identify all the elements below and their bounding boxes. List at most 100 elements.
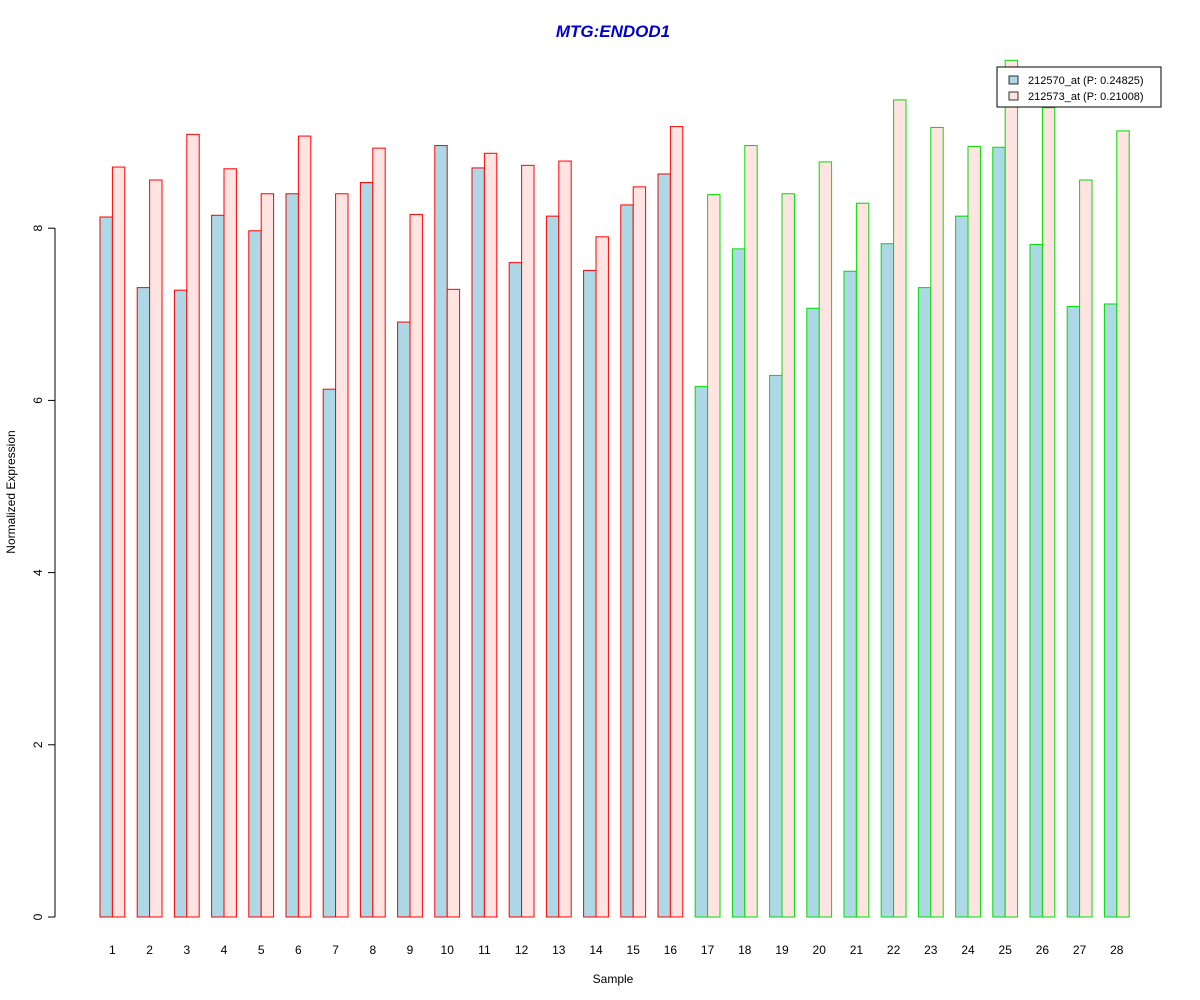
- legend: 212570_at (P: 0.24825) 212573_at (P: 0.2…: [996, 66, 1162, 108]
- x-tick-label-4: 4: [221, 943, 228, 957]
- bar-212570-at-sample-8: [359, 182, 374, 918]
- x-tick-label-27: 27: [1073, 943, 1087, 957]
- bar-212570-at-sample-24: [955, 215, 969, 918]
- bar-212573-at-sample-12: [521, 164, 535, 918]
- x-tick-label-3: 3: [183, 943, 190, 957]
- x-tick-label-21: 21: [850, 943, 864, 957]
- x-tick-label-16: 16: [664, 943, 678, 957]
- y-tick-label: 8: [31, 225, 45, 232]
- bar-212573-at-sample-27: [1079, 179, 1093, 918]
- bar-212573-at-sample-24: [967, 145, 981, 918]
- x-tick-label-6: 6: [295, 943, 302, 957]
- bar-212573-at-sample-9: [409, 213, 423, 918]
- bar-212573-at-sample-5: [260, 193, 275, 918]
- x-tick-label-26: 26: [1036, 943, 1050, 957]
- chart-title: MTG:ENDOD1: [556, 22, 670, 41]
- x-tick-label-28: 28: [1110, 943, 1124, 957]
- bar-212573-at-sample-2: [149, 179, 163, 918]
- y-axis-label: Normalized Expression: [4, 430, 18, 553]
- bar-212570-at-sample-18: [731, 248, 746, 918]
- x-tick-label-5: 5: [258, 943, 265, 957]
- x-tick-label-19: 19: [775, 943, 789, 957]
- x-tick-label-14: 14: [589, 943, 603, 957]
- x-tick-label-11: 11: [478, 943, 491, 957]
- bar-212570-at-sample-14: [583, 269, 597, 918]
- bar-212570-at-sample-25: [992, 146, 1006, 918]
- bar-212573-at-sample-26: [1041, 107, 1056, 918]
- x-tick-label-13: 13: [552, 943, 566, 957]
- x-tick-label-7: 7: [332, 943, 339, 957]
- x-tick-label-12: 12: [515, 943, 529, 957]
- legend-swatch-series-1: [1008, 75, 1019, 85]
- x-tick-label-25: 25: [999, 943, 1013, 957]
- bar-212573-at-sample-3: [186, 133, 200, 918]
- bar-212570-at-sample-16: [657, 173, 671, 918]
- x-tick-label-8: 8: [369, 943, 376, 957]
- bar-212573-at-sample-10: [446, 288, 461, 918]
- bar-212570-at-sample-2: [136, 287, 151, 918]
- bar-212573-at-sample-25: [1004, 59, 1019, 918]
- bar-212573-at-sample-17: [707, 194, 721, 918]
- legend-label-series-2: 212573_at (P: 0.21008): [1028, 91, 1144, 103]
- bar-212570-at-sample-17: [694, 386, 709, 918]
- x-tick-label-17: 17: [701, 943, 715, 957]
- y-tick-label: 6: [31, 397, 45, 404]
- bar-212570-at-sample-4: [211, 214, 225, 918]
- bar-212573-at-sample-21: [855, 202, 870, 918]
- bar-212573-at-sample-22: [893, 99, 907, 918]
- y-tick-label: 4: [31, 569, 45, 576]
- bar-212570-at-sample-6: [285, 193, 299, 918]
- x-tick-label-18: 18: [738, 943, 752, 957]
- x-axis-label: Sample: [593, 972, 634, 986]
- bar-212573-at-sample-6: [297, 135, 312, 918]
- bar-212570-at-sample-26: [1029, 244, 1043, 918]
- legend-swatch-series-2: [1008, 91, 1019, 101]
- bar-212570-at-sample-15: [620, 204, 634, 918]
- bar-212573-at-sample-14: [595, 236, 609, 918]
- x-tick-label-1: 1: [109, 943, 116, 957]
- bar-212570-at-sample-7: [322, 388, 337, 918]
- x-tick-label-20: 20: [813, 943, 827, 957]
- bar-212573-at-sample-13: [558, 160, 572, 918]
- x-tick-label-24: 24: [961, 943, 975, 957]
- bar-212570-at-sample-27: [1066, 306, 1081, 918]
- x-tick-label-10: 10: [441, 943, 455, 957]
- legend-box: [996, 66, 1162, 108]
- y-axis: 0 2 4 6 8: [31, 225, 56, 920]
- bar-212570-at-sample-5: [248, 230, 262, 918]
- bar-212573-at-sample-16: [669, 126, 684, 918]
- bar-212573-at-sample-15: [632, 186, 647, 918]
- bar-212570-at-sample-12: [508, 262, 523, 918]
- bar-212570-at-sample-13: [545, 215, 560, 918]
- bar-212570-at-sample-11: [471, 167, 485, 918]
- bar-212570-at-sample-19: [769, 374, 783, 918]
- bar-212573-at-sample-18: [744, 145, 758, 918]
- y-tick-label: 2: [31, 741, 45, 748]
- bar-212570-at-sample-22: [880, 243, 895, 918]
- x-tick-label-15: 15: [627, 943, 641, 957]
- x-tick-labels: 1 2 3 4 5 6 7 8 9 10 11 12 13 14 15 16 17 18 19 20 21 22 23 24 2…: [109, 943, 1124, 957]
- x-tick-label-22: 22: [887, 943, 901, 957]
- bar-212573-at-sample-11: [483, 152, 498, 918]
- bar-212573-at-sample-4: [223, 168, 237, 918]
- bar-212573-at-sample-23: [930, 126, 944, 918]
- bar-212573-at-sample-7: [335, 193, 349, 918]
- bar-212570-at-sample-23: [917, 287, 932, 918]
- y-tick-label: 0: [31, 913, 45, 920]
- x-tick-label-2: 2: [146, 943, 153, 957]
- bar-212570-at-sample-9: [397, 321, 411, 918]
- bar-212573-at-sample-8: [372, 147, 386, 918]
- bar-212573-at-sample-1: [111, 166, 126, 918]
- bars-group: [99, 59, 1130, 918]
- bar-212570-at-sample-3: [173, 289, 188, 918]
- legend-label-series-1: 212570_at (P: 0.24825): [1028, 75, 1144, 87]
- bar-212570-at-sample-10: [434, 145, 448, 918]
- bar-212573-at-sample-19: [781, 193, 795, 918]
- bar-212573-at-sample-28: [1116, 130, 1130, 918]
- bar-212570-at-sample-20: [806, 307, 820, 918]
- x-tick-label-9: 9: [407, 943, 414, 957]
- x-tick-label-23: 23: [924, 943, 938, 957]
- bar-212570-at-sample-28: [1103, 303, 1118, 918]
- bar-212570-at-sample-21: [843, 270, 857, 918]
